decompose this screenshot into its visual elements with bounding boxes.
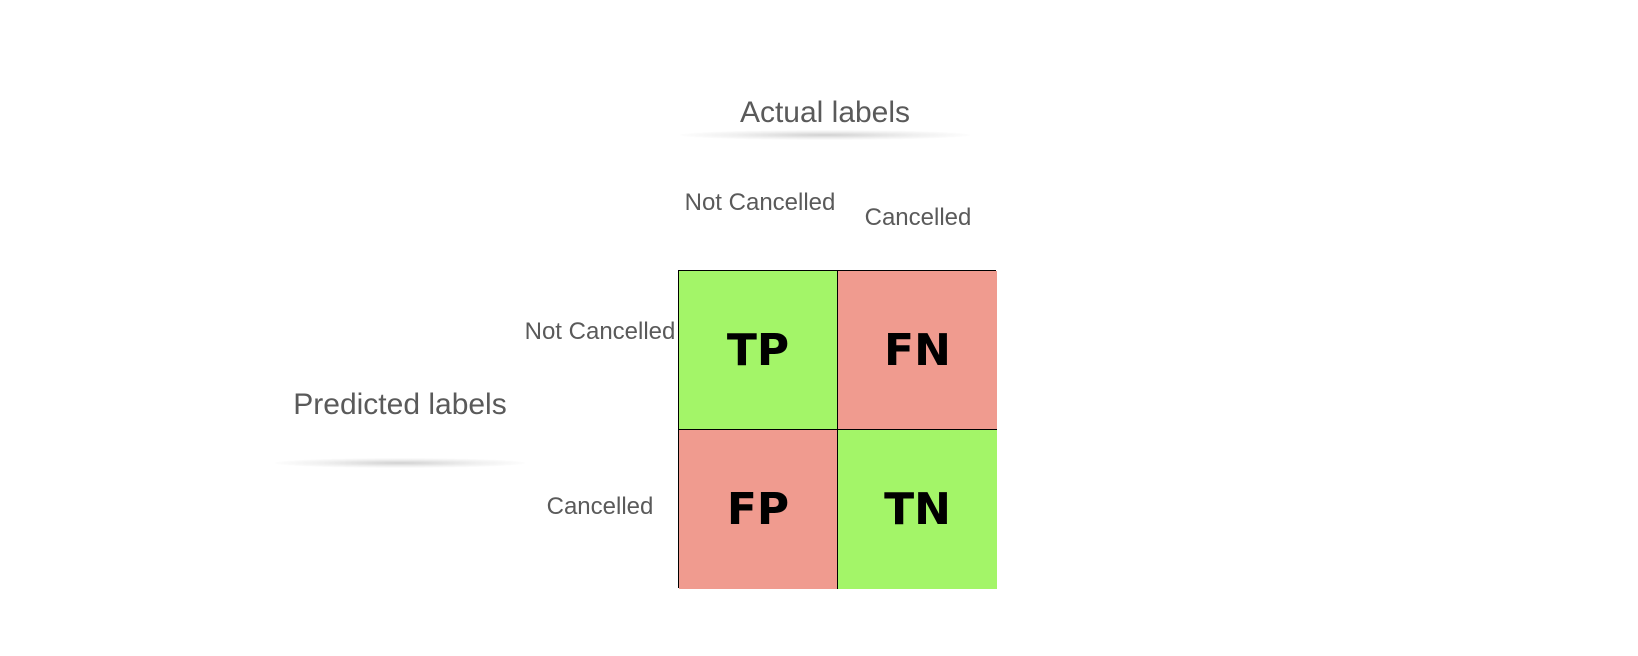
predicted-labels-title-shadow <box>275 458 525 468</box>
confusion-matrix: TP FN FP TN <box>678 270 997 589</box>
cell-true-positive: TP <box>679 271 838 430</box>
actual-labels-title-text: Actual labels <box>739 96 911 129</box>
actual-labels-title: Actual labels <box>680 94 970 140</box>
predicted-labels-title: Predicted labels <box>275 386 525 468</box>
cell-false-negative: FN <box>838 271 997 430</box>
row-label-not-cancelled: Not Cancelled <box>524 318 676 345</box>
column-label-not-cancelled: Not Cancelled <box>684 189 836 216</box>
actual-labels-title-shadow <box>680 130 970 140</box>
row-label-cancelled: Cancelled <box>546 493 654 520</box>
cell-false-positive: FP <box>679 430 838 589</box>
predicted-labels-title-text: Predicted labels <box>293 388 507 421</box>
cell-true-negative: TN <box>838 430 997 589</box>
column-label-cancelled: Cancelled <box>864 204 972 231</box>
